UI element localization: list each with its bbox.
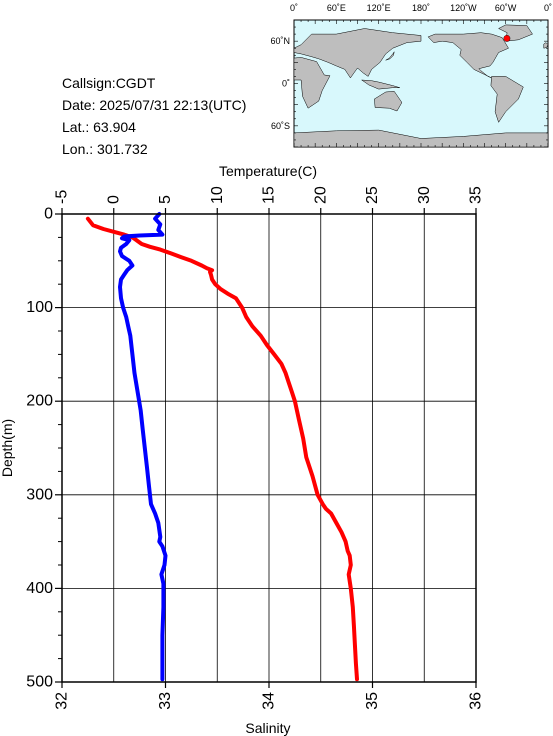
land-indonesia bbox=[360, 79, 400, 90]
map-longitude-label: 60˚W bbox=[495, 3, 517, 13]
float-info-panel: Callsign:CGDT Date: 2025/07/31 22:13(UTC… bbox=[62, 72, 246, 160]
salinity-tick-label: 32 bbox=[54, 692, 71, 710]
temperature-tick-label: 25 bbox=[364, 186, 381, 204]
longitude-text: Lon.: 301.732 bbox=[62, 141, 148, 157]
map-latitude-label: 60˚S bbox=[271, 121, 290, 131]
map-longitude-label: 0˚ bbox=[544, 3, 552, 13]
depth-axis-title: Depth(m) bbox=[0, 419, 15, 477]
depth-tick-label: 0 bbox=[44, 206, 53, 223]
land-africa bbox=[293, 57, 331, 109]
temperature-tick-label: 15 bbox=[261, 186, 278, 204]
map-longitude-label: 120˚W bbox=[450, 3, 477, 13]
map-latitude-label: 0˚ bbox=[282, 79, 290, 89]
depth-tick-label: 500 bbox=[26, 674, 53, 691]
location-map: 0˚ 60˚E 120˚E 180˚ 120˚W 60˚W 0˚ 60˚N 0˚ 60˚S bbox=[270, 3, 552, 148]
plot-grid bbox=[61, 213, 477, 683]
salinity-tick-label: 33 bbox=[157, 692, 174, 710]
depth-tick-label: 300 bbox=[26, 486, 53, 503]
depth-tick-label: 400 bbox=[26, 580, 53, 597]
temperature-tick-label: 35 bbox=[468, 186, 485, 204]
salinity-tick-labels: 32 33 34 35 36 bbox=[54, 682, 485, 710]
depth-tick-labels: 0 100 200 300 400 500 bbox=[26, 206, 62, 691]
salinity-profile-line bbox=[118, 212, 168, 682]
temperature-tick-label: 20 bbox=[312, 186, 329, 204]
map-longitude-label: 180˚ bbox=[412, 3, 430, 13]
depth-tick-label: 100 bbox=[26, 299, 53, 316]
map-latitude-labels: 60˚N 0˚ 60˚S bbox=[270, 36, 290, 131]
land-south-america bbox=[490, 76, 524, 123]
map-longitude-label: 120˚E bbox=[367, 3, 391, 13]
land-australia bbox=[374, 91, 403, 112]
salinity-tick-label: 36 bbox=[468, 692, 485, 710]
land-north-america bbox=[427, 32, 509, 79]
float-location-marker bbox=[503, 35, 511, 42]
temperature-tick-label: -5 bbox=[54, 190, 71, 204]
temperature-tick-label: 5 bbox=[157, 195, 174, 204]
map-longitude-label: 60˚E bbox=[327, 3, 346, 13]
land-britain bbox=[543, 42, 549, 49]
map-longitude-labels: 0˚ 60˚E 120˚E 180˚ 120˚W 60˚W 0˚ bbox=[290, 3, 552, 13]
temperature-tick-label: 0 bbox=[105, 195, 122, 204]
date-text: Date: 2025/07/31 22:13(UTC) bbox=[62, 97, 247, 113]
map-longitude-label: 0˚ bbox=[290, 3, 298, 13]
map-marker-layer bbox=[503, 35, 511, 42]
salinity-tick-label: 34 bbox=[261, 692, 278, 710]
temperature-tick-label: 30 bbox=[416, 186, 433, 204]
depth-tick-label: 200 bbox=[26, 393, 53, 410]
depth-profile-plot: -5 0 5 10 15 20 25 30 35 32 33 34 35 36 010020030040… bbox=[0, 163, 485, 736]
map-frame-ticks bbox=[293, 19, 549, 148]
land-eurasia bbox=[293, 28, 422, 79]
temperature-tick-labels: -5 0 5 10 15 20 25 30 35 bbox=[54, 186, 485, 214]
land-japan bbox=[385, 51, 395, 61]
temperature-tick-label: 10 bbox=[209, 186, 226, 204]
temperature-profile-line bbox=[85, 216, 359, 682]
callsign-text: Callsign:CGDT bbox=[62, 75, 156, 91]
map-latitude-label: 60˚N bbox=[270, 36, 290, 46]
temperature-axis-title: Temperature(C) bbox=[219, 163, 317, 179]
salinity-tick-label: 35 bbox=[364, 692, 381, 710]
series-layer bbox=[85, 212, 359, 682]
latitude-text: Lat.: 63.904 bbox=[62, 119, 136, 135]
salinity-axis-title: Salinity bbox=[245, 720, 290, 736]
